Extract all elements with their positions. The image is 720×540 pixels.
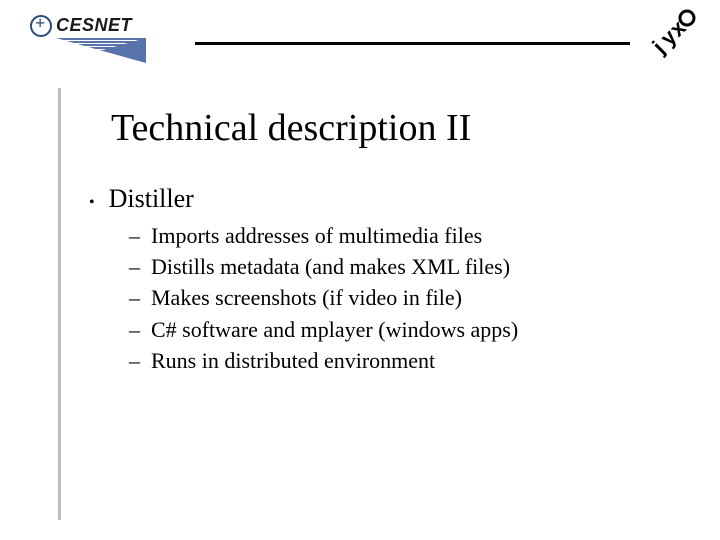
sub-bullet-item: – Distills metadata (and makes XML files… [129, 251, 700, 282]
sub-bullet-list: – Imports addresses of multimedia files … [129, 220, 700, 376]
sub-bullet-label: Imports addresses of multimedia files [151, 220, 482, 251]
dash-marker: – [129, 314, 141, 345]
cesnet-logo-text: CESNET [56, 15, 146, 63]
bullet-item: • Distiller [89, 184, 700, 216]
sub-bullet-label: C# software and mplayer (windows apps) [151, 314, 518, 345]
dash-marker: – [129, 282, 141, 313]
cesnet-name: CESNET [56, 15, 146, 36]
content-area: Technical description II • Distiller – I… [58, 88, 700, 520]
sub-bullet-item: – Imports addresses of multimedia files [129, 220, 700, 251]
dash-marker: – [129, 251, 141, 282]
cesnet-globe-icon: + [30, 15, 52, 37]
dash-marker: – [129, 220, 141, 251]
header-divider-line [195, 42, 630, 45]
bullet-label: Distiller [109, 184, 194, 214]
bullet-list: • Distiller – Imports addresses of multi… [89, 184, 700, 376]
cesnet-logo: + CESNET [30, 15, 146, 63]
slide-title: Technical description II [111, 106, 700, 150]
dash-marker: – [129, 345, 141, 376]
slide-header: + CESNET j y x [0, 0, 720, 85]
sub-bullet-item: – Makes screenshots (if video in file) [129, 282, 700, 313]
bullet-marker: • [89, 190, 95, 216]
sub-bullet-label: Runs in distributed environment [151, 345, 435, 376]
jyxo-logo: j y x [643, 8, 698, 63]
cesnet-bars-graphic [56, 38, 146, 63]
sub-bullet-item: – Runs in distributed environment [129, 345, 700, 376]
sub-bullet-label: Distills metadata (and makes XML files) [151, 251, 510, 282]
sub-bullet-label: Makes screenshots (if video in file) [151, 282, 462, 313]
sub-bullet-item: – C# software and mplayer (windows apps) [129, 314, 700, 345]
